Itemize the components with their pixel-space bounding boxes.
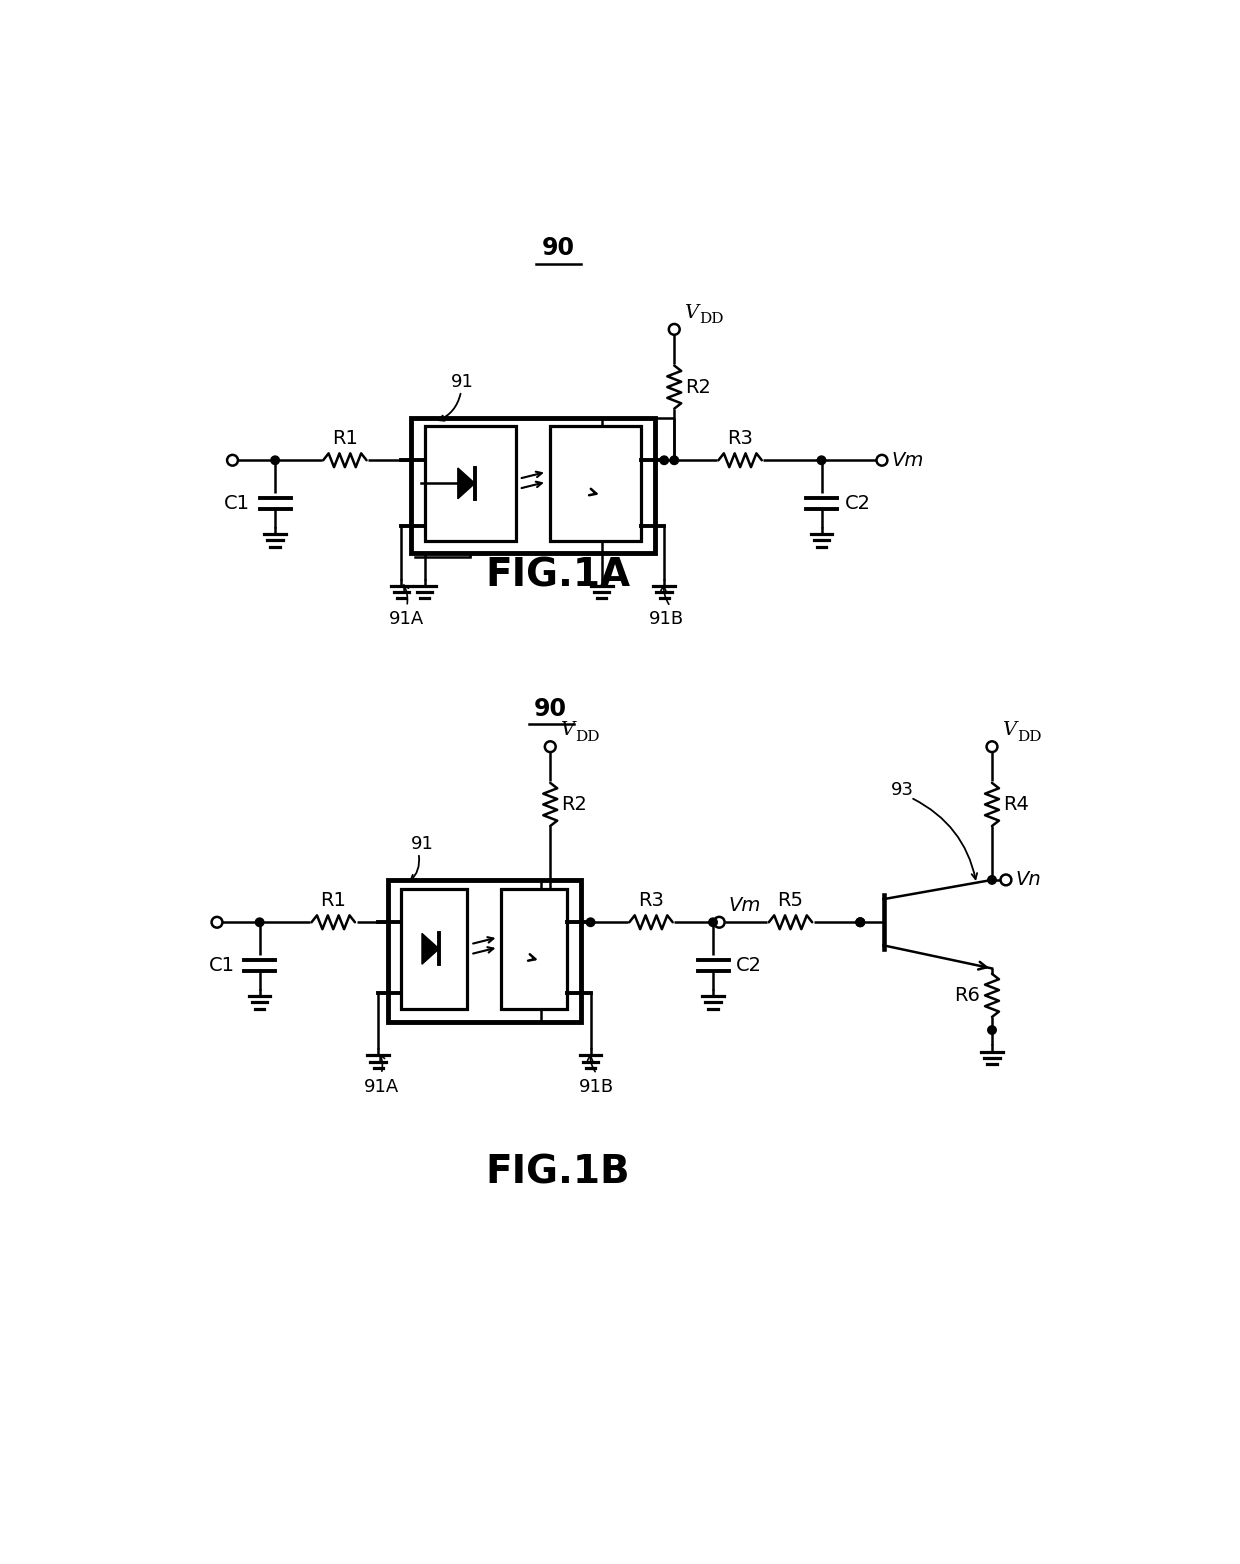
Circle shape bbox=[270, 457, 279, 465]
Circle shape bbox=[988, 876, 996, 884]
Text: DD: DD bbox=[699, 313, 724, 327]
Circle shape bbox=[988, 1026, 996, 1034]
Circle shape bbox=[709, 918, 717, 926]
Bar bbox=[424, 425, 516, 541]
Bar bbox=[410, 418, 655, 552]
Circle shape bbox=[660, 457, 668, 465]
Bar bbox=[402, 890, 467, 1009]
Text: 91: 91 bbox=[410, 835, 434, 852]
Text: V: V bbox=[560, 721, 574, 740]
Text: R1: R1 bbox=[320, 891, 346, 910]
Circle shape bbox=[670, 457, 678, 465]
Text: FIG.1A: FIG.1A bbox=[485, 557, 631, 594]
Text: R2: R2 bbox=[560, 795, 587, 813]
Circle shape bbox=[255, 918, 264, 926]
Text: R6: R6 bbox=[954, 985, 980, 1006]
Text: FIG.1B: FIG.1B bbox=[486, 1154, 630, 1192]
Text: DD: DD bbox=[575, 730, 600, 743]
Polygon shape bbox=[458, 468, 475, 499]
Text: C2: C2 bbox=[737, 956, 763, 974]
Circle shape bbox=[856, 918, 864, 926]
Text: 90: 90 bbox=[533, 696, 567, 721]
Text: V: V bbox=[1002, 721, 1017, 740]
Text: 91A: 91A bbox=[389, 610, 424, 629]
Text: C1: C1 bbox=[224, 494, 250, 513]
Text: V: V bbox=[684, 303, 698, 322]
Text: R2: R2 bbox=[684, 377, 711, 397]
Text: 90: 90 bbox=[542, 236, 574, 260]
Text: R1: R1 bbox=[332, 429, 358, 447]
Text: C1: C1 bbox=[208, 956, 234, 974]
Text: R3: R3 bbox=[639, 891, 663, 910]
Circle shape bbox=[587, 918, 595, 926]
Text: R4: R4 bbox=[1003, 795, 1029, 813]
Text: 91B: 91B bbox=[649, 610, 684, 629]
Text: Vn: Vn bbox=[1016, 871, 1042, 890]
Text: 93: 93 bbox=[892, 780, 914, 799]
Circle shape bbox=[856, 918, 864, 926]
Text: Vm: Vm bbox=[892, 450, 924, 469]
Text: 91B: 91B bbox=[579, 1078, 614, 1096]
Text: R3: R3 bbox=[727, 429, 753, 447]
Polygon shape bbox=[422, 934, 439, 965]
Text: Vm: Vm bbox=[729, 896, 761, 915]
Circle shape bbox=[817, 457, 826, 465]
Text: C2: C2 bbox=[844, 494, 870, 513]
Circle shape bbox=[546, 918, 554, 926]
Bar bbox=[501, 890, 567, 1009]
Text: 91A: 91A bbox=[363, 1078, 399, 1096]
Text: 91: 91 bbox=[451, 372, 474, 391]
Text: R5: R5 bbox=[777, 891, 804, 910]
Circle shape bbox=[856, 918, 864, 926]
Bar bbox=[387, 881, 582, 1023]
Bar bbox=[549, 425, 641, 541]
Text: DD: DD bbox=[1017, 730, 1042, 743]
